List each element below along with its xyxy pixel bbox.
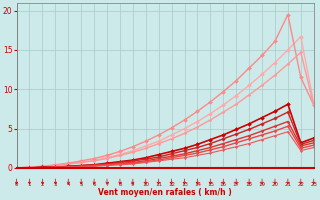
X-axis label: Vent moyen/en rafales ( km/h ): Vent moyen/en rafales ( km/h ) [98, 188, 232, 197]
